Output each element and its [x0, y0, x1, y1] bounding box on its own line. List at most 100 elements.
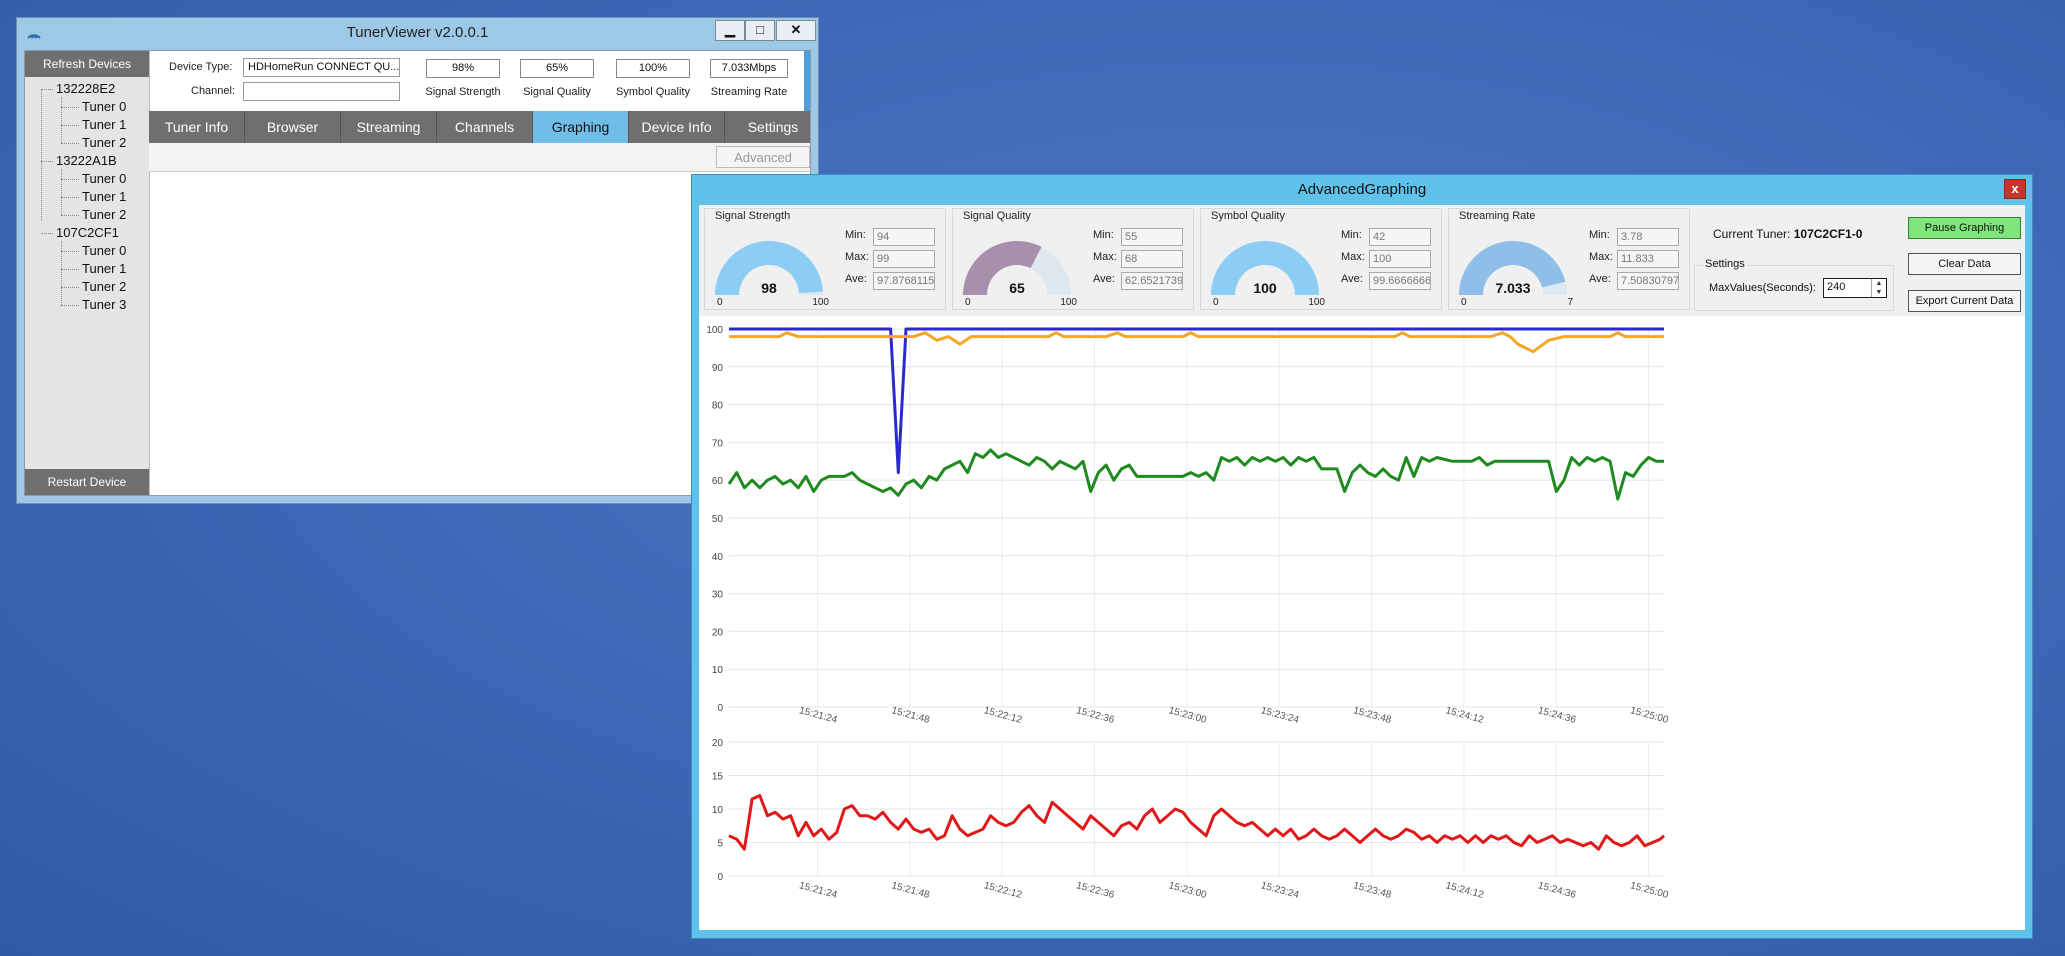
scrollbar[interactable] — [804, 51, 810, 111]
title-bar[interactable]: TunerViewer v2.0.0.1 ▁ □ ✕ — [17, 18, 818, 50]
x-tick-label: 15:21:24 — [798, 705, 839, 726]
x-tick-label: 15:23:24 — [1260, 705, 1301, 726]
gauge-scale-max: 100 — [812, 297, 829, 307]
gauge-scale-min: 0 — [717, 297, 723, 307]
stat-ave-field[interactable]: 97.8768115 — [873, 272, 935, 290]
advanced-button[interactable]: Advanced — [716, 146, 810, 168]
close-button[interactable]: x — [2004, 179, 2026, 199]
tree-connector — [61, 125, 79, 126]
current-tuner-label: Current Tuner: — [1713, 227, 1791, 241]
tuner-node[interactable]: Tuner 2 — [82, 135, 127, 150]
device-tree[interactable]: 132228E2 Tuner 0 Tuner 1 Tuner 2 13222A1B Tun… — [25, 77, 149, 469]
tree-connector — [61, 215, 79, 216]
y-tick-label: 15 — [712, 772, 724, 783]
tree-connector — [41, 161, 53, 162]
graphing-toolbar: Advanced — [149, 143, 810, 172]
current-tuner: Current Tuner: 107C2CF1-0 — [1713, 227, 1862, 241]
pause-graphing-button[interactable]: Pause Graphing — [1908, 217, 2021, 239]
symbol-quality-value: 100% — [616, 59, 690, 78]
stat-ave-field[interactable]: 7.50830797 — [1617, 272, 1679, 290]
window-title: TunerViewer v2.0.0.1 — [346, 24, 489, 41]
y-tick-label: 40 — [712, 552, 724, 563]
main-client: Refresh Devices 132228E2 Tuner 0 Tuner 1 Tu… — [24, 50, 811, 496]
y-tick-label: 10 — [712, 665, 724, 676]
tuner-node[interactable]: Tuner 2 — [82, 279, 127, 294]
close-button[interactable]: ✕ — [776, 20, 816, 41]
tree-connector — [61, 169, 62, 215]
tuner-node[interactable]: Tuner 1 — [82, 117, 127, 132]
stat-min-label: Min: — [1341, 229, 1362, 241]
tuner-node[interactable]: Tuner 0 — [82, 243, 127, 258]
stat-min-label: Min: — [1093, 229, 1114, 241]
maximize-button[interactable]: □ — [745, 20, 775, 41]
tab-device-info[interactable]: Device Info — [629, 111, 725, 143]
gauge-fill — [963, 240, 1042, 295]
gauge-fill — [715, 241, 823, 295]
stat-min-field[interactable]: 42 — [1369, 228, 1431, 246]
refresh-devices-button[interactable]: Refresh Devices — [25, 51, 149, 77]
stat-max-label: Max: — [1093, 251, 1117, 263]
stat-max-field[interactable]: 100 — [1369, 250, 1431, 268]
gauge-group: Streaming Rate 7.033 0 7 Min: 3.78 Max: 11.833 A… — [1448, 208, 1690, 310]
stat-min-field[interactable]: 3.78 — [1617, 228, 1679, 246]
device-node[interactable]: 132228E2 — [56, 81, 116, 96]
stat-max-field[interactable]: 11.833 — [1617, 250, 1679, 268]
tree-connector — [61, 197, 79, 198]
tab-browser[interactable]: Browser — [245, 111, 341, 143]
tab-graphing[interactable]: Graphing — [533, 111, 629, 143]
max-values-spinner[interactable]: 240 ▲ ▼ — [1823, 278, 1887, 298]
tab-tuner-info[interactable]: Tuner Info — [149, 111, 245, 143]
x-tick-label: 15:23:00 — [1167, 880, 1208, 901]
gauge-scale-min: 0 — [965, 297, 971, 307]
stat-ave-label: Ave: — [1589, 273, 1611, 285]
device-type-label: Device Type: — [169, 61, 233, 73]
stat-ave-field[interactable]: 62.6521739 — [1121, 272, 1183, 290]
x-tick-label: 15:22:36 — [1075, 705, 1116, 726]
signal-quality-value: 65% — [520, 59, 594, 78]
tree-connector — [61, 143, 79, 144]
gauge-title: Signal Strength — [715, 210, 791, 222]
gauge-dial: 98 0 100 — [715, 241, 829, 307]
tuner-node[interactable]: Tuner 2 — [82, 207, 127, 222]
x-tick-label: 15:22:36 — [1075, 880, 1116, 901]
device-type-field[interactable]: HDHomeRun CONNECT QU... — [243, 58, 400, 77]
tuner-node[interactable]: Tuner 1 — [82, 261, 127, 276]
y-tick-label: 50 — [712, 514, 724, 525]
settings-group: Settings MaxValues(Seconds): 240 ▲ ▼ — [1694, 258, 1894, 311]
stat-max-field[interactable]: 68 — [1121, 250, 1183, 268]
export-current-data-button[interactable]: Export Current Data — [1908, 290, 2021, 312]
gauge-fill — [1211, 241, 1319, 295]
stat-min-field[interactable]: 94 — [873, 228, 935, 246]
tuner-node[interactable]: Tuner 1 — [82, 189, 127, 204]
stat-max-field[interactable]: 99 — [873, 250, 935, 268]
tab-channels[interactable]: Channels — [437, 111, 533, 143]
tree-connector — [61, 179, 79, 180]
title-bar[interactable]: AdvancedGraphing x — [692, 175, 2032, 205]
spin-down-icon[interactable]: ▼ — [1871, 288, 1886, 297]
series-line — [727, 448, 1664, 501]
x-tick-label: 15:21:48 — [890, 880, 931, 901]
x-tick-label: 15:21:24 — [798, 880, 839, 901]
gauge-scale-min: 0 — [1461, 297, 1467, 307]
clear-data-button[interactable]: Clear Data — [1908, 253, 2021, 275]
gauge-value: 98 — [761, 280, 777, 296]
y-tick-label: 90 — [712, 363, 724, 374]
tuner-node[interactable]: Tuner 3 — [82, 297, 127, 312]
tab-streaming[interactable]: Streaming — [341, 111, 437, 143]
gauge-title: Signal Quality — [963, 210, 1031, 222]
restart-device-button[interactable]: Restart Device — [25, 469, 149, 495]
tuner-node[interactable]: Tuner 0 — [82, 99, 127, 114]
device-node[interactable]: 107C2CF1 — [56, 225, 119, 240]
stat-ave-field[interactable]: 99.6666666 — [1369, 272, 1431, 290]
stat-ave-label: Ave: — [1341, 273, 1363, 285]
tuner-node[interactable]: Tuner 0 — [82, 171, 127, 186]
metrics-chart: 0 10 20 30 40 50 60 70 80 90 100 15:21:24 15:21:48 15… — [706, 325, 1670, 726]
channel-field[interactable] — [243, 82, 400, 101]
spin-up-icon[interactable]: ▲ — [1871, 279, 1886, 288]
signal-quality-caption: Signal Quality — [523, 86, 591, 98]
minimize-button[interactable]: ▁ — [715, 20, 745, 41]
tab-settings[interactable]: Settings — [747, 119, 799, 135]
stat-min-field[interactable]: 55 — [1121, 228, 1183, 246]
device-node[interactable]: 13222A1B — [56, 153, 117, 168]
max-values-input[interactable]: 240 — [1827, 281, 1846, 293]
